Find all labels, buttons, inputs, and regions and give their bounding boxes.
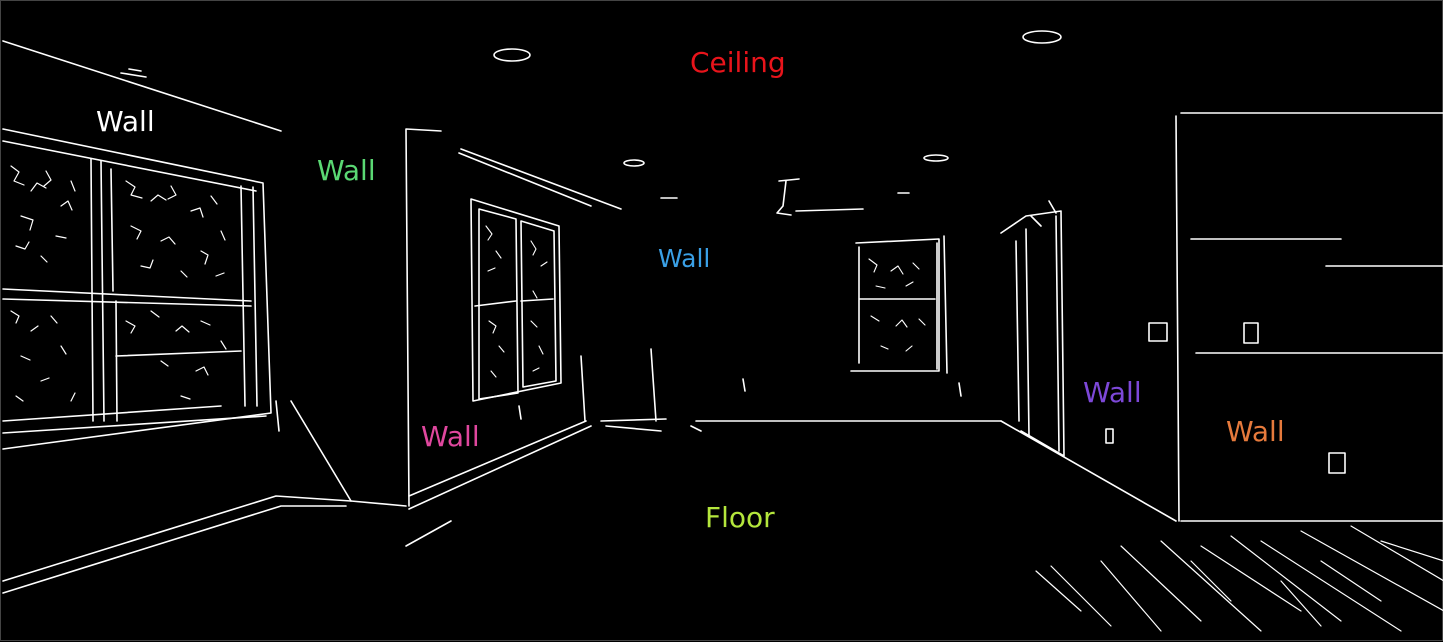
- left-window-foliage: [10, 165, 227, 402]
- wall-outlet-2: [1243, 322, 1259, 344]
- center-wall-edge: [405, 128, 442, 507]
- label-wall-left: Wall: [96, 105, 155, 138]
- back-window: [850, 238, 940, 372]
- left-baseboard: [2, 495, 352, 594]
- center-left-window: [470, 198, 562, 402]
- wall-outlet-1: [1148, 322, 1168, 342]
- wall-outlet-3: [1328, 452, 1346, 474]
- ceiling-fan: [776, 178, 864, 216]
- label-wall-right: Wall: [1226, 415, 1285, 448]
- label-wall-column: Wall: [421, 420, 480, 453]
- ceiling-light-2: [1022, 30, 1062, 44]
- label-ceiling: Ceiling: [690, 46, 786, 79]
- label-wall-right-door: Wall: [1083, 376, 1142, 409]
- label-wall-back: Wall: [658, 244, 711, 273]
- left-ceiling-edge: [2, 40, 282, 132]
- label-wall-center-left: Wall: [317, 154, 376, 187]
- right-door: [1000, 210, 1065, 457]
- label-floor: Floor: [705, 501, 775, 534]
- floor-reflections: [1035, 525, 1443, 632]
- left-window-frame: [2, 128, 272, 450]
- ceiling-light-1: [493, 48, 531, 62]
